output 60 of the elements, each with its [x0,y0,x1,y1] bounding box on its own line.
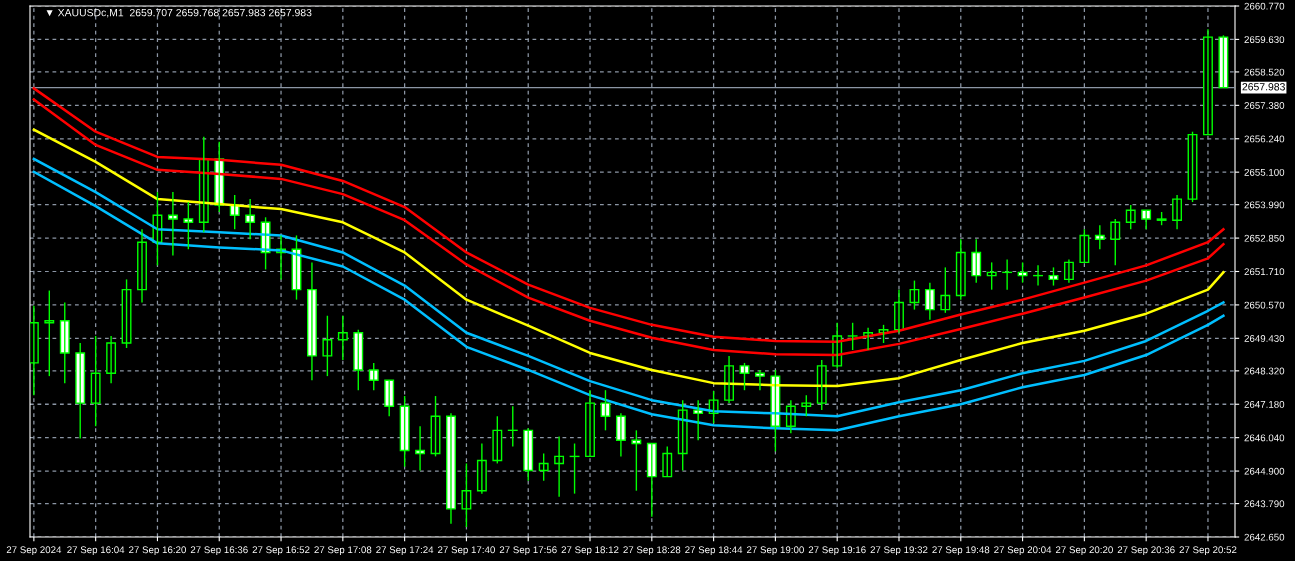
candlestick [1110,218,1121,267]
y-tick-label: 2642.650 [1244,533,1285,541]
candlestick [75,342,86,440]
x-tick-label: 27 Sep 16:20 [129,546,186,556]
candlestick [662,445,673,478]
y-tick-label: 2643.790 [1244,500,1285,508]
y-tick-label: 2653.990 [1244,201,1285,209]
x-tick-label: 27 Sep 17:08 [314,546,372,556]
candlestick [59,301,70,384]
candlestick [353,329,364,391]
y-tick-label: 2659.630 [1244,36,1285,44]
candlestick [755,369,765,391]
x-tick-label: 27 Sep 20:36 [1117,546,1175,556]
x-tick-label: 27 Sep 16:52 [252,546,310,556]
x-tick-label: 27 Sep 17:24 [376,546,434,556]
candlestick [399,395,410,468]
ref-line-label: 2657.983 [1242,83,1285,91]
candlestick [90,335,101,427]
candlestick [368,362,379,391]
y-tick-label: 2646.040 [1244,434,1285,442]
candlestick [909,279,920,311]
line-series [32,128,1225,388]
candlestick [1079,228,1090,264]
y-tick-label: 2655.100 [1244,168,1285,176]
x-tick-label: 27 Sep 19:48 [932,546,990,556]
y-tick-label: 2652.850 [1244,234,1285,242]
y-tick-label: 2658.520 [1244,68,1285,76]
candlestick [492,415,503,465]
candlestick [971,238,982,284]
x-tick-label: 27 Sep 18:44 [685,546,743,556]
y-tick-label: 2660.770 [1244,2,1285,10]
x-tick-label: 27 Sep 20:52 [1179,546,1237,556]
x-tick-label: 27 Sep 19:32 [870,546,928,556]
x-tick-label: 27 Sep 16:36 [190,546,248,556]
candlestick [955,238,966,301]
candlestick [461,462,472,528]
candlestick [801,394,812,417]
y-tick-label: 2647.180 [1244,400,1285,408]
x-tick-label: 27 Sep 18:12 [561,546,619,556]
x-tick-label: 27 Sep 17:56 [499,546,557,556]
candlestick [523,427,534,482]
y-tick-label: 2651.710 [1244,268,1285,276]
y-tick-label: 2648.320 [1244,367,1285,375]
x-tick-label: 27 Sep 20:04 [994,546,1052,556]
y-tick-label: 2657.380 [1244,102,1285,109]
y-tick-label: 2650.570 [1244,301,1285,309]
y-tick-label: 2656.240 [1244,135,1285,143]
x-tick-label: 27 Sep 17:40 [438,546,495,556]
x-tick-label: 27 Sep 18:28 [623,546,681,556]
x-tick-label: 27 Sep 19:16 [808,546,866,556]
y-tick-label: 2644.900 [1244,467,1285,475]
candlestick [322,315,333,377]
x-tick-label: 27 Sep 20:20 [1055,546,1113,556]
x-tick-label: 27 Sep 2024 [6,546,62,556]
x-tick-label: 27 Sep 16:04 [67,546,125,556]
candlestick [1218,34,1229,89]
y-tick-label: 2649.430 [1244,335,1285,342]
chart-title: ▼ XAUUSDc,M1 2659.707 2659.768 2657.983 2657.983 [46,8,312,18]
candlestick [183,201,194,250]
x-tick-label: 27 Sep 19:00 [746,546,804,556]
